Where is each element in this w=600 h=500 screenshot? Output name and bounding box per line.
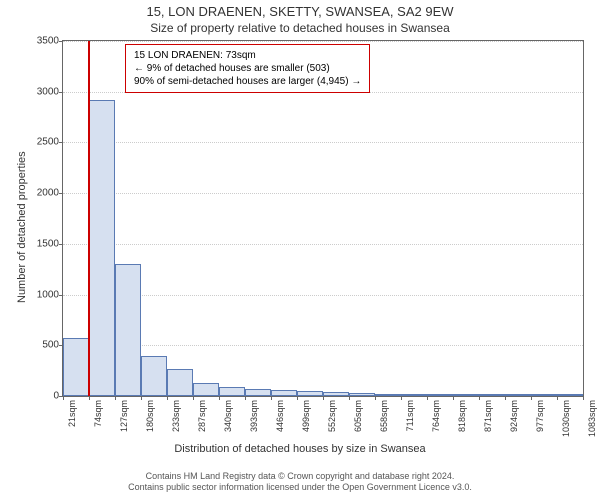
histogram-bar [115,264,141,396]
xtick-label: 818sqm [457,400,467,432]
property-info-box: 15 LON DRAENEN: 73sqm ← 9% of detached h… [125,44,370,93]
histogram-bar [557,394,583,396]
xtick-label: 180sqm [145,400,155,432]
histogram-bar [167,369,193,396]
histogram-bar [219,387,245,396]
ytick-label: 3000 [37,86,63,97]
ytick-label: 1000 [37,289,63,300]
ytick-label: 3500 [37,36,63,47]
histogram-bar [89,100,115,396]
xtick-label: 924sqm [509,400,519,432]
xtick-mark [245,396,246,400]
xtick-mark [349,396,350,400]
xtick-label: 127sqm [119,400,129,432]
grid-line [63,244,583,245]
xtick-label: 871sqm [483,400,493,432]
xtick-label: 446sqm [275,400,285,432]
histogram-bar [271,390,297,396]
grid-line [63,142,583,143]
xtick-mark [427,396,428,400]
xtick-mark [583,396,584,400]
xtick-mark [271,396,272,400]
xtick-label: 711sqm [405,400,415,431]
histogram-bar [375,394,401,396]
xtick-label: 658sqm [379,400,389,432]
property-marker-line [88,41,90,396]
grid-line [63,193,583,194]
histogram-bar [297,391,323,396]
ytick-label: 0 [53,391,63,402]
footer-line: Contains HM Land Registry data © Crown c… [0,471,600,483]
histogram-bar [63,338,89,396]
xtick-label: 233sqm [171,400,181,432]
xtick-label: 287sqm [197,400,207,432]
xtick-mark [89,396,90,400]
ytick-label: 500 [42,340,63,351]
xtick-mark [63,396,64,400]
histogram-bar [479,394,505,396]
info-line: ← 9% of detached houses are smaller (503… [134,62,361,75]
xtick-label: 1030sqm [561,400,571,437]
xtick-label: 340sqm [223,400,233,432]
xtick-label: 74sqm [93,400,103,427]
xtick-mark [323,396,324,400]
ytick-label: 2000 [37,188,63,199]
xtick-mark [375,396,376,400]
xtick-mark [479,396,480,400]
xtick-mark [115,396,116,400]
xtick-label: 393sqm [249,400,259,432]
grid-line [63,41,583,42]
xtick-mark [141,396,142,400]
xtick-mark [193,396,194,400]
histogram-bar [245,389,271,396]
ytick-label: 1500 [37,238,63,249]
xtick-mark [557,396,558,400]
page-subtitle: Size of property relative to detached ho… [0,19,600,35]
histogram-bar [531,394,557,396]
xtick-label: 21sqm [67,400,77,427]
footer-line: Contains public sector information licen… [0,482,600,494]
histogram-bar [323,392,349,396]
xtick-label: 977sqm [535,400,545,432]
xtick-mark [297,396,298,400]
histogram-bar [141,356,167,396]
histogram-bar [193,383,219,396]
xtick-label: 552sqm [327,400,337,432]
histogram-plot: 050010001500200025003000350021sqm74sqm12… [62,40,584,397]
xtick-mark [219,396,220,400]
xtick-label: 1083sqm [587,400,597,437]
y-axis-label: Number of detached properties [16,151,28,303]
xtick-mark [401,396,402,400]
ytick-label: 2500 [37,137,63,148]
xtick-label: 605sqm [353,400,363,432]
xtick-mark [531,396,532,400]
xtick-mark [453,396,454,400]
xtick-mark [167,396,168,400]
histogram-bar [505,394,531,396]
info-line: 90% of semi-detached houses are larger (… [134,75,361,88]
histogram-bar [453,394,479,396]
info-line: 15 LON DRAENEN: 73sqm [134,49,361,62]
histogram-bar [427,394,453,396]
histogram-bar [401,394,427,396]
footer-attribution: Contains HM Land Registry data © Crown c… [0,471,600,494]
grid-line [63,345,583,346]
xtick-mark [505,396,506,400]
x-axis-label: Distribution of detached houses by size … [0,443,600,455]
page-title: 15, LON DRAENEN, SKETTY, SWANSEA, SA2 9E… [0,0,600,19]
xtick-label: 499sqm [301,400,311,432]
xtick-label: 764sqm [431,400,441,432]
grid-line [63,295,583,296]
histogram-bar [349,393,375,396]
